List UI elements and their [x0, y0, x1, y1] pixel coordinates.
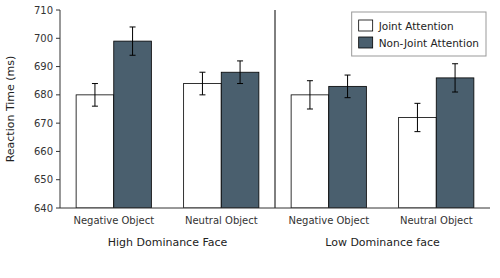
error-bar-cap: [92, 106, 98, 107]
bar: [221, 72, 259, 208]
y-tick-label: 690: [34, 61, 53, 72]
x-tick-label: Neutral Object: [400, 215, 473, 226]
y-tick-label: 660: [34, 146, 53, 157]
error-bar-cap: [92, 83, 98, 84]
error-bar: [414, 103, 420, 131]
legend-frame: [352, 12, 486, 56]
error-bar-cap: [345, 75, 351, 76]
error-bar-cap: [452, 92, 458, 93]
legend-label: Joint Attention: [378, 20, 454, 32]
y-tick-label: 640: [34, 203, 53, 214]
error-bar: [237, 61, 243, 84]
error-bar-stem: [417, 103, 418, 131]
bar: [184, 84, 222, 208]
bar: [114, 41, 152, 208]
error-bar-stem: [240, 61, 241, 84]
y-tick: [56, 66, 60, 67]
y-tick-label: 700: [34, 33, 53, 44]
y-tick-label: 670: [34, 118, 53, 129]
error-bar-cap: [199, 94, 205, 95]
error-bar-cap: [307, 80, 313, 81]
error-bar-cap: [307, 109, 313, 110]
bar: [436, 78, 474, 208]
bar: [329, 86, 367, 208]
y-tick: [56, 123, 60, 124]
y-tick: [56, 208, 60, 209]
legend-swatch: [359, 20, 373, 31]
error-bar: [345, 75, 351, 98]
error-bar-stem: [455, 64, 456, 92]
chart-container: 640 650 660 670 680 690 700 710 Reaction Time (m…: [0, 0, 500, 278]
group-separator: [275, 10, 276, 208]
y-tick-label: 680: [34, 89, 53, 100]
error-bar-stem: [94, 84, 95, 107]
x-tick-label: Neutral Object: [185, 215, 258, 226]
error-bar-cap: [452, 63, 458, 64]
error-bar-stem: [309, 81, 310, 109]
y-tick: [56, 179, 60, 180]
y-axis-line: [60, 10, 61, 208]
error-bar: [199, 72, 205, 95]
legend-swatch: [359, 37, 373, 48]
error-bar: [92, 84, 98, 107]
legend-label: Non-Joint Attention: [379, 37, 479, 49]
error-bar: [307, 81, 313, 109]
y-tick: [56, 38, 60, 39]
y-tick: [56, 94, 60, 95]
bar: [291, 95, 329, 208]
error-bar-cap: [130, 26, 136, 27]
group-annotation: High Dominance Face: [108, 236, 228, 249]
error-bar: [130, 27, 136, 55]
error-bar: [452, 64, 458, 92]
error-bar-cap: [237, 83, 243, 84]
error-bar-cap: [414, 131, 420, 132]
x-tick-label: Negative Object: [73, 215, 154, 226]
error-bar-cap: [345, 97, 351, 98]
x-axis-line: [60, 208, 490, 209]
error-bar-stem: [347, 75, 348, 98]
group-annotation: Low Dominance face: [325, 236, 440, 249]
error-bar-stem: [132, 27, 133, 55]
error-bar-cap: [130, 55, 136, 56]
legend: Joint Attention Non-Joint Attention: [352, 12, 486, 56]
error-bar-cap: [414, 103, 420, 104]
y-tick: [56, 151, 60, 152]
chart: 640 650 660 670 680 690 700 710 Reaction Time (m…: [0, 0, 500, 278]
y-tick-label: 650: [34, 174, 53, 185]
bar: [76, 95, 114, 208]
x-tick-label: Negative Object: [288, 215, 369, 226]
error-bar-cap: [199, 72, 205, 73]
error-bar-stem: [202, 72, 203, 95]
y-tick-label: 710: [34, 5, 53, 16]
y-tick: [56, 10, 60, 11]
error-bar-cap: [237, 60, 243, 61]
y-axis-label: Reaction Time (ms): [4, 56, 17, 163]
